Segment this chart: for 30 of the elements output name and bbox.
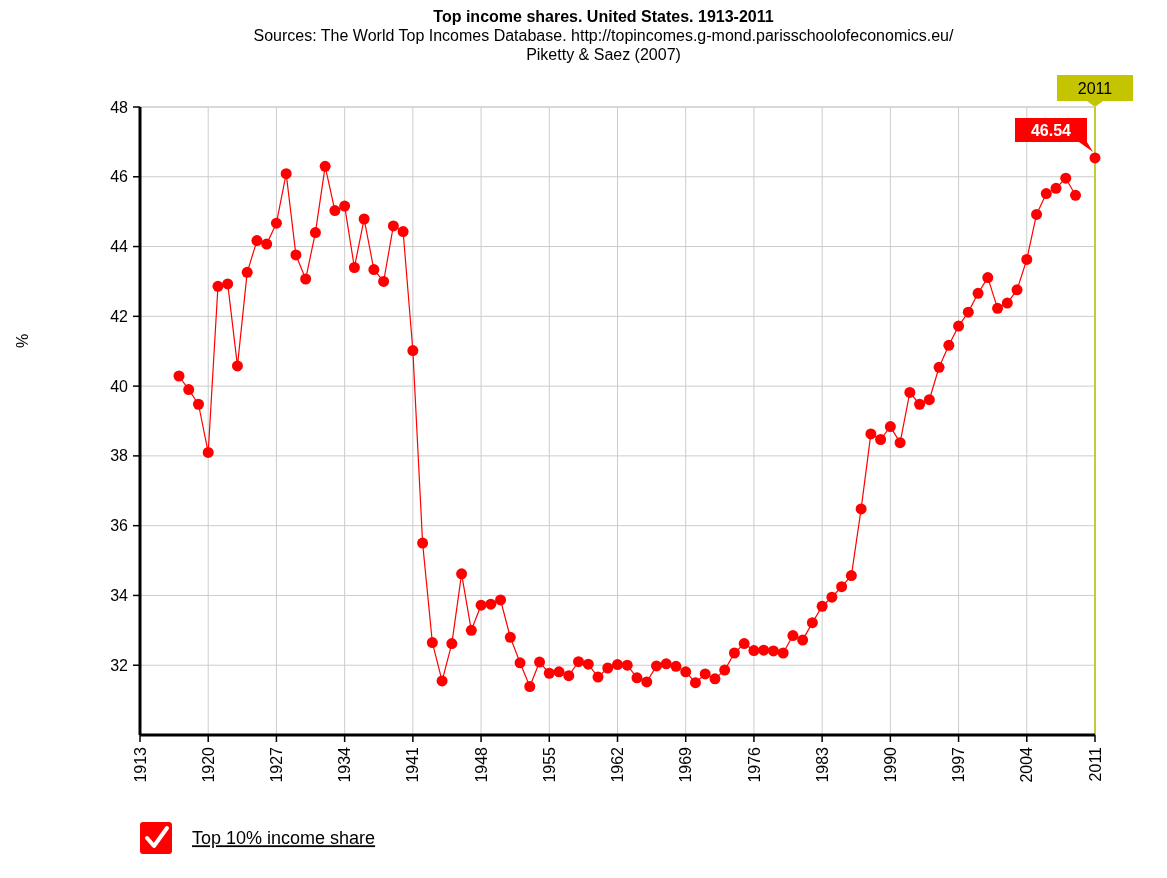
x-tick-label: 1934 (336, 746, 354, 783)
chart-subtitle: Sources: The World Top Incomes Database. http://topincomes.g-mond.parisschoolofeconomics.eu/ Piketty & Saez (2007) (253, 27, 955, 63)
annotation: 46.54 (1030, 121, 1072, 139)
x-tick-label: 1920 (199, 746, 217, 783)
x-tick-label: 1948 (472, 746, 490, 783)
x-tick-label: 2004 (1018, 746, 1036, 783)
x-tick-label: 2011 (1086, 746, 1104, 782)
y-tick-label: 46 (110, 168, 129, 186)
y-tick-label: 48 (110, 98, 129, 116)
ref-line-label: 2011 (1077, 79, 1113, 97)
x-tick-label: 1969 (677, 746, 695, 783)
y-tick-label: 44 (110, 238, 129, 256)
x-tick-label: 1913 (131, 746, 149, 783)
x-tick-label: 1990 (881, 746, 899, 783)
y-tick-label: 40 (110, 377, 129, 395)
legend-label: Top 10% income share (192, 828, 376, 849)
y-tick-label: 32 (110, 656, 129, 674)
chart-title: Top income shares. United States. 1913-2011 (433, 8, 774, 25)
y-tick-label: 38 (110, 447, 129, 465)
y-tick-label: 42 (110, 307, 129, 325)
x-tick-label: 1976 (745, 746, 763, 783)
x-tick-label: 1955 (540, 746, 558, 783)
x-tick-label: 1941 (404, 746, 422, 783)
y-tick-label: 34 (110, 587, 129, 605)
x-tick-label: 1983 (813, 746, 831, 783)
x-tick-label: 1997 (950, 746, 968, 783)
x-tick-label: 1927 (268, 746, 286, 783)
y-tick-label: 36 (110, 517, 129, 535)
y-axis-title: % (14, 333, 31, 349)
x-tick-label: 1962 (609, 746, 627, 783)
